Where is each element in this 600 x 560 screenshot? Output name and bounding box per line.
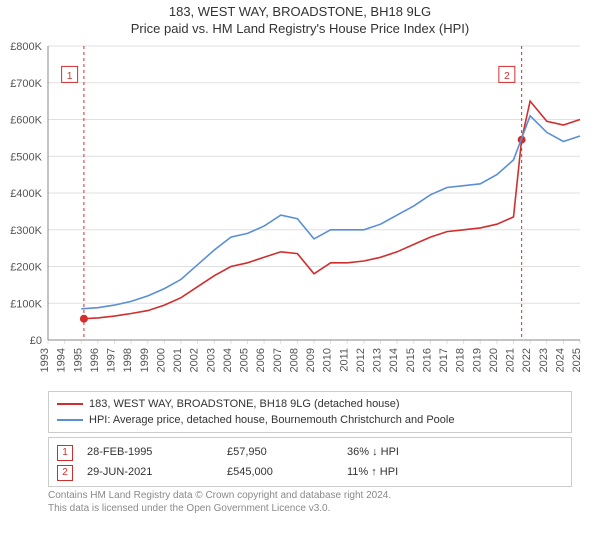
legend-text: 183, WEST WAY, BROADSTONE, BH18 9LG (det…	[89, 396, 400, 412]
y-tick-label: £0	[30, 335, 42, 347]
x-tick-label: 2023	[538, 348, 550, 372]
series-hpi	[81, 116, 580, 309]
y-tick-label: £700K	[10, 78, 42, 90]
x-tick-label: 2003	[205, 348, 217, 372]
sale-badge: 2	[57, 465, 73, 481]
x-tick-label: 2006	[255, 348, 267, 372]
chart-svg: £0 £100K £200K £300K £400K £500K £600K £700K £80…	[0, 40, 600, 385]
y-tick-label: £800K	[10, 41, 42, 53]
y-tick-label: £200K	[10, 262, 42, 274]
y-tick-label: £500K	[10, 151, 42, 163]
x-tick-label: 2000	[155, 348, 167, 372]
x-tick-label: 2016	[421, 348, 433, 372]
y-tick-label: £300K	[10, 225, 42, 237]
x-tick-label: 1993	[39, 348, 51, 372]
x-tick-label: 2011	[338, 348, 350, 372]
legend-row: HPI: Average price, detached house, Bour…	[57, 412, 563, 428]
x-tick-label: 2025	[571, 348, 583, 372]
sale-marker-number: 2	[504, 71, 510, 82]
y-tick-label: £400K	[10, 188, 42, 200]
x-tick-label: 2012	[355, 348, 367, 372]
y-tick-label: £600K	[10, 115, 42, 127]
legend-swatch	[57, 403, 83, 405]
sale-delta: 36% ↓ HPI	[347, 442, 467, 462]
x-tick-label: 2013	[372, 348, 384, 372]
legend-text: HPI: Average price, detached house, Bour…	[89, 412, 454, 428]
y-tick-label: £100K	[10, 298, 42, 310]
sales-row: 1 28-FEB-1995£57,95036% ↓ HPI	[57, 442, 563, 462]
x-tick-label: 1994	[56, 348, 68, 372]
x-tick-label: 2001	[172, 348, 184, 372]
sales-table: 1 28-FEB-1995£57,95036% ↓ HPI 2 29-JUN-2021…	[48, 437, 572, 487]
x-tick-label: 1997	[106, 348, 118, 372]
sale-price: £57,950	[227, 442, 347, 462]
x-tick-label: 2009	[305, 348, 317, 372]
x-tick-label: 2017	[438, 348, 450, 372]
x-tick-label: 2018	[455, 348, 467, 372]
x-tick-label: 2010	[322, 348, 334, 372]
page-subtitle: Price paid vs. HM Land Registry's House …	[0, 19, 600, 40]
legend: 183, WEST WAY, BROADSTONE, BH18 9LG (det…	[48, 391, 572, 433]
x-tick-label: 2002	[189, 348, 201, 372]
page-title: 183, WEST WAY, BROADSTONE, BH18 9LG	[0, 0, 600, 19]
x-tick-label: 2004	[222, 348, 234, 372]
sale-badge: 1	[57, 445, 73, 461]
x-tick-label: 2014	[388, 348, 400, 372]
sale-delta: 11% ↑ HPI	[347, 462, 467, 482]
x-tick-label: 1999	[139, 348, 151, 372]
x-tick-label: 1998	[122, 348, 134, 372]
x-tick-label: 2015	[405, 348, 417, 372]
x-tick-label: 2005	[239, 348, 251, 372]
legend-row: 183, WEST WAY, BROADSTONE, BH18 9LG (det…	[57, 396, 563, 412]
x-tick-label: 2020	[488, 348, 500, 372]
sale-date: 29-JUN-2021	[87, 462, 227, 482]
sale-marker-number: 1	[67, 71, 73, 82]
credits-line-2: This data is licensed under the Open Gov…	[48, 502, 572, 515]
x-tick-label: 2007	[272, 348, 284, 372]
legend-swatch	[57, 419, 83, 421]
series-price	[84, 101, 580, 319]
x-tick-label: 1996	[89, 348, 101, 372]
x-tick-label: 2019	[471, 348, 483, 372]
credits-line-1: Contains HM Land Registry data © Crown c…	[48, 489, 572, 502]
sales-row: 2 29-JUN-2021£545,00011% ↑ HPI	[57, 462, 563, 482]
x-tick-label: 2021	[505, 348, 517, 372]
sale-date: 28-FEB-1995	[87, 442, 227, 462]
x-tick-label: 1995	[72, 348, 84, 372]
sale-price: £545,000	[227, 462, 347, 482]
price-chart: £0 £100K £200K £300K £400K £500K £600K £700K £80…	[0, 40, 600, 385]
x-tick-label: 2022	[521, 348, 533, 372]
x-tick-label: 2024	[554, 348, 566, 372]
x-tick-label: 2008	[288, 348, 300, 372]
credits: Contains HM Land Registry data © Crown c…	[48, 489, 572, 515]
